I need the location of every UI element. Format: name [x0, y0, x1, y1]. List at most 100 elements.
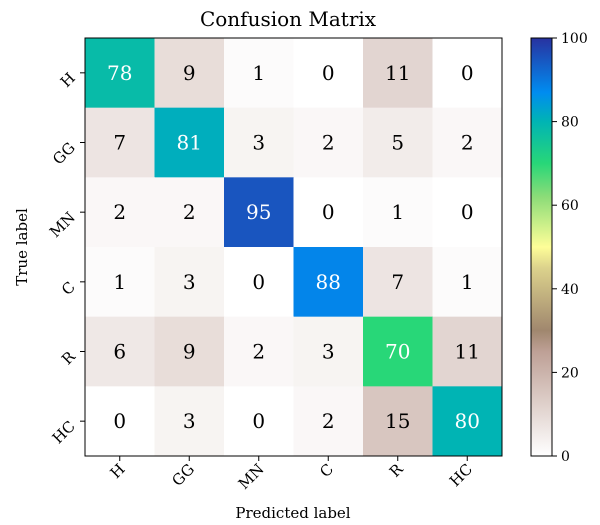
cell-value: 78: [107, 61, 132, 85]
y-tick-label: GG: [49, 139, 79, 169]
heatmap-cell: [363, 38, 433, 109]
cell-value: 0: [461, 61, 474, 85]
heatmap-cell: [224, 38, 294, 109]
heatmap-cell: [224, 386, 294, 457]
y-axis-ticks: H GG MN C R HC: [46, 69, 85, 447]
cell-value: 95: [246, 200, 271, 224]
x-tick-label: H: [107, 460, 129, 482]
heatmap-cell: [363, 247, 433, 318]
heatmap-cell: [224, 316, 294, 387]
heatmap-cell: [85, 38, 155, 109]
x-tick-label: C: [316, 460, 337, 481]
cell-value: 1: [461, 270, 474, 294]
x-tick-label: GG: [168, 460, 198, 490]
cell-value: 0: [252, 270, 265, 294]
chart-title: Confusion Matrix: [200, 7, 377, 31]
heatmap-cell: [363, 107, 433, 178]
heatmap-cell: [85, 316, 155, 387]
cell-value: 3: [183, 409, 196, 433]
x-tick-label: R: [386, 460, 407, 481]
cell-value: 5: [391, 131, 404, 155]
heatmap-cell: [293, 386, 364, 457]
colorbar-ticks: 0 20 40 60 80 100: [552, 31, 588, 465]
cell-value: 2: [461, 131, 474, 155]
heatmap-cell: [224, 177, 294, 248]
cell-value: 2: [322, 131, 335, 155]
cell-value: 0: [322, 200, 335, 224]
heatmap-cell: [85, 107, 155, 178]
x-axis-label: Predicted label: [235, 504, 350, 522]
cell-value: 9: [183, 61, 196, 85]
cell-value: 15: [385, 409, 410, 433]
colorbar-tick-label: 0: [561, 449, 570, 465]
x-tick-label: HC: [446, 460, 476, 490]
heatmap-cell: [432, 38, 503, 109]
heatmap-cell: [293, 38, 364, 109]
cell-value: 1: [391, 200, 404, 224]
heatmap-cell: [85, 386, 155, 457]
heatmap-cell: [154, 38, 225, 109]
heatmap-cell: [363, 316, 433, 387]
y-tick-label: H: [57, 69, 79, 91]
heatmap-cell: [154, 316, 225, 387]
y-tick-label: HC: [49, 417, 79, 447]
cell-value: 3: [322, 340, 335, 364]
heatmap-cell: [224, 107, 294, 178]
colorbar-tick-label: 40: [561, 282, 579, 298]
heatmap-cell: [293, 177, 364, 248]
cell-value: 0: [252, 409, 265, 433]
cell-value: 11: [455, 340, 480, 364]
heatmap-cell: [432, 386, 503, 457]
colorbar-tick-label: 60: [561, 198, 579, 214]
plot-frame: [84, 37, 503, 457]
cell-value: 0: [322, 61, 335, 85]
colorbar-gradient: [530, 37, 553, 457]
cell-value: 6: [113, 340, 126, 364]
heatmap-cell: [154, 177, 225, 248]
colorbar-tick-label: 80: [561, 115, 579, 131]
heatmap-cell: [363, 386, 433, 457]
cell-value: 2: [322, 409, 335, 433]
y-tick-label: MN: [46, 208, 79, 241]
cell-value: 1: [113, 270, 126, 294]
heatmap-cell: [432, 107, 503, 178]
cell-value: 80: [455, 409, 480, 433]
cell-value: 9: [183, 340, 196, 364]
x-tick-label: MN: [235, 460, 268, 493]
cell-value: 2: [113, 200, 126, 224]
cell-value: 2: [183, 200, 196, 224]
heatmap-cell: [293, 316, 364, 387]
cell-value: 0: [461, 200, 474, 224]
heatmap-cell: [293, 107, 364, 178]
heatmap-cell: [432, 177, 503, 248]
heatmap-cell: [154, 386, 225, 457]
cell-value: 11: [385, 61, 410, 85]
colorbar-tick-label: 100: [561, 31, 588, 47]
heatmap-cell: [85, 247, 155, 318]
y-tick-label: R: [58, 347, 79, 368]
heatmap-cell: [154, 247, 225, 318]
cell-value: 3: [183, 270, 196, 294]
heatmap-cell: [363, 177, 433, 248]
cell-value: 81: [177, 131, 202, 155]
cell-value: 70: [385, 340, 410, 364]
x-axis-ticks: H GG MN C R HC: [107, 456, 476, 493]
heatmap-cell: [154, 107, 225, 178]
heatmap-cell: [85, 177, 155, 248]
cell-value-labels: 78 9 1 0 11 07 81 3 2 5 22 2 95 0 1 01 3 0 88 7 16 9 2 3 70 110 3 0…: [107, 61, 480, 433]
y-tick-label: C: [58, 278, 79, 299]
y-axis-label: True label: [13, 208, 31, 286]
heatmap-cells: [85, 38, 503, 457]
cell-value: 7: [391, 270, 404, 294]
colorbar-tick-label: 20: [561, 365, 579, 381]
heatmap-cell: [224, 247, 294, 318]
cell-value: 88: [316, 270, 341, 294]
cell-value: 3: [252, 131, 265, 155]
cell-value: 1: [252, 61, 265, 85]
heatmap-cell: [293, 247, 364, 318]
cell-value: 0: [113, 409, 126, 433]
heatmap-cell: [432, 316, 503, 387]
heatmap-cell: [432, 247, 503, 318]
colorbar: 0 20 40 60 80 100: [530, 31, 588, 465]
